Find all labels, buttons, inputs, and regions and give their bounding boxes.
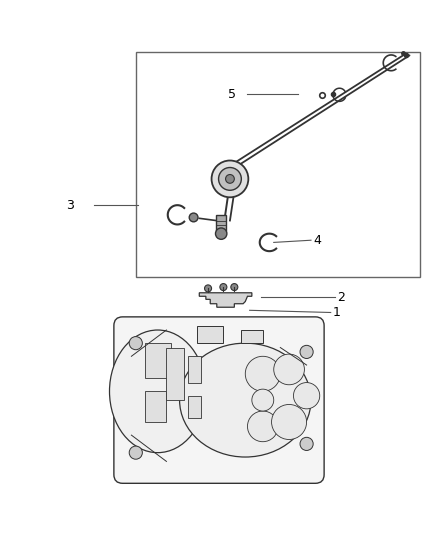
Circle shape: [231, 284, 238, 290]
Circle shape: [300, 437, 313, 450]
Bar: [136, 52, 420, 278]
Text: 3: 3: [66, 199, 74, 212]
Bar: [145, 343, 171, 378]
Bar: [241, 330, 263, 343]
Text: 4: 4: [313, 233, 321, 247]
Circle shape: [247, 411, 278, 442]
Polygon shape: [216, 215, 226, 231]
Bar: [166, 348, 184, 400]
Circle shape: [129, 336, 142, 350]
Polygon shape: [199, 293, 252, 307]
Circle shape: [215, 228, 227, 239]
Bar: [145, 391, 166, 422]
Circle shape: [129, 446, 142, 459]
Circle shape: [219, 167, 241, 190]
Bar: [197, 326, 223, 343]
Text: 5: 5: [228, 88, 236, 101]
Text: 1: 1: [333, 306, 341, 319]
Ellipse shape: [110, 330, 206, 453]
Circle shape: [226, 174, 234, 183]
Circle shape: [272, 405, 307, 440]
Circle shape: [252, 389, 274, 411]
Circle shape: [189, 213, 198, 222]
Bar: [188, 395, 201, 418]
Circle shape: [300, 345, 313, 359]
Bar: [188, 356, 201, 383]
Circle shape: [205, 285, 212, 292]
Ellipse shape: [180, 343, 311, 457]
Circle shape: [274, 354, 304, 385]
FancyBboxPatch shape: [114, 317, 324, 483]
Circle shape: [245, 356, 280, 391]
Circle shape: [220, 284, 227, 290]
Circle shape: [293, 383, 320, 409]
Text: 2: 2: [337, 290, 345, 304]
Circle shape: [212, 160, 248, 197]
